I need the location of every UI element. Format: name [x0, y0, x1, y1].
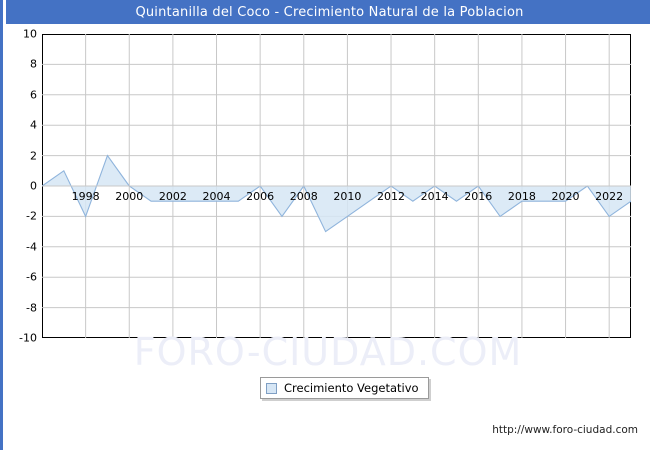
y-tick-label: 0 — [30, 179, 37, 193]
y-tick-label: -2 — [26, 209, 37, 223]
y-tick-label: 2 — [30, 149, 37, 163]
legend-swatch-icon — [266, 382, 277, 394]
plot-canvas — [42, 34, 631, 338]
chart-title-bar: Quintanilla del Coco - Crecimiento Natur… — [6, 0, 650, 24]
series-line-crecimiento-vegetativo — [42, 154, 631, 233]
y-axis-tick-labels: 10 8 6 4 2 0 -2 -4 -6 -8 -10 — [3, 28, 37, 345]
legend-label: Crecimiento Vegetativo — [284, 381, 419, 395]
y-tick-label: -6 — [26, 270, 37, 284]
watermark: FORO-CIUDAD.COM — [133, 330, 523, 374]
y-tick-label: 6 — [30, 88, 37, 102]
y-tick-label: 8 — [30, 57, 37, 71]
y-tick-label: -10 — [19, 331, 37, 345]
y-tick-label: -4 — [26, 240, 37, 254]
chart-legend[interactable]: Crecimiento Vegetativo — [260, 377, 429, 399]
y-tick-label: -8 — [26, 301, 37, 315]
page-title: Quintanilla del Coco - Crecimiento Natur… — [135, 4, 524, 20]
y-tick-label: 10 — [23, 27, 37, 41]
source-url: http://www.foro-ciudad.com — [492, 424, 638, 436]
plot-area — [42, 34, 631, 338]
series-area-crecimiento-vegetativo — [42, 155, 631, 232]
y-tick-label: 4 — [30, 118, 37, 132]
